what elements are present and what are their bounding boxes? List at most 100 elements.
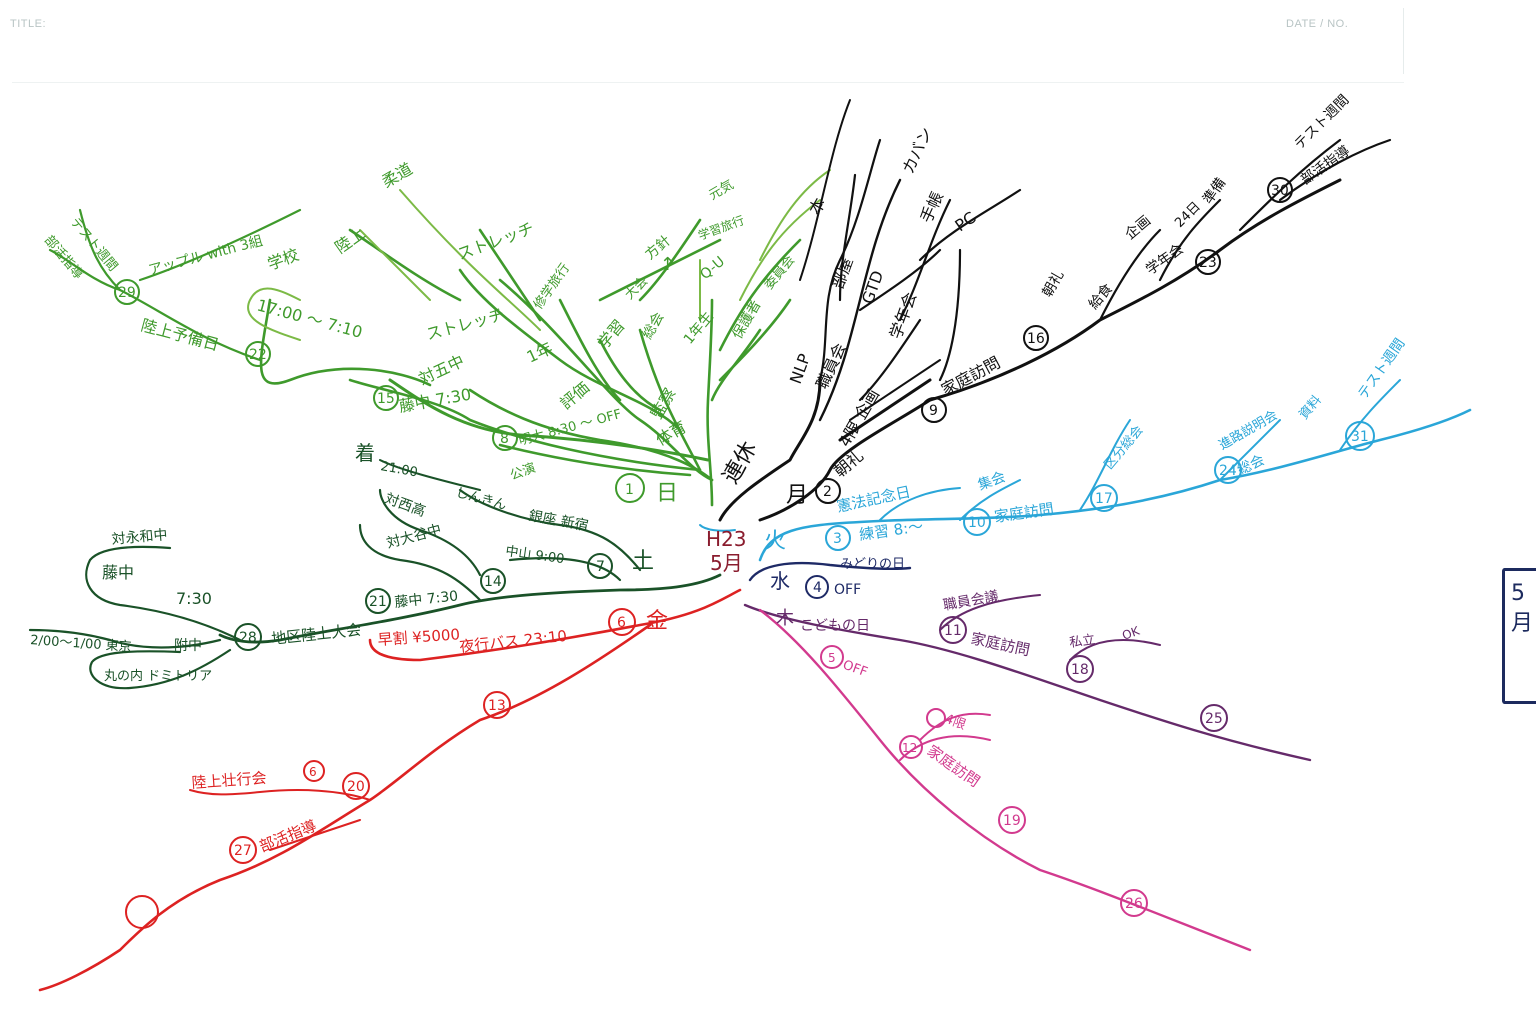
circle-tue-31 xyxy=(1345,421,1375,451)
circle-mon-9 xyxy=(921,397,947,423)
day-sunday: 日 xyxy=(656,481,678,506)
date-circles xyxy=(114,177,1375,929)
mon-techo: 手帳 xyxy=(916,189,947,226)
wed-off: OFF xyxy=(834,582,861,598)
circle-sun-15 xyxy=(373,385,399,411)
num-pink-12: 12 xyxy=(902,741,917,755)
sat-taikakuchu: 対永和中 xyxy=(111,527,168,548)
tuesday-branches xyxy=(758,379,1472,562)
monday-branches xyxy=(718,99,1392,522)
sun-hogosha: 保護者 xyxy=(730,298,765,342)
sunday-branches xyxy=(48,208,802,507)
title-label: TITLE: xyxy=(10,18,47,30)
circle-fri-13 xyxy=(483,691,511,719)
num-fri-27: 27 xyxy=(234,843,252,859)
sun-komon: 部活指導 xyxy=(41,233,86,282)
circle-pink-26 xyxy=(1120,889,1148,917)
num-fri-13: 13 xyxy=(488,698,506,714)
num-fri-6: 6 xyxy=(617,615,626,631)
day-tuesday: 火 xyxy=(764,529,786,554)
sat-ginza: 銀座 新宿 xyxy=(527,507,589,534)
num-sat-14: 14 xyxy=(484,574,502,590)
mon-jumbi: 準備 xyxy=(1200,175,1229,207)
sun-kanshi: 監察 xyxy=(647,385,679,422)
date-label: DATE / NO. xyxy=(1286,18,1349,30)
day-thursday: 木 xyxy=(776,608,794,629)
center-month: 5月 xyxy=(710,551,743,575)
sun-shugaku: 修学旅行 xyxy=(530,261,573,313)
sun-gakushu: 学習 xyxy=(594,316,629,353)
mon-gtd: GTD xyxy=(858,268,887,306)
num-mon-16: 16 xyxy=(1027,331,1045,347)
mon-shokuin: 職員会 xyxy=(812,340,850,392)
circle-sat-7 xyxy=(587,553,613,579)
circle-tue-3 xyxy=(825,525,851,551)
num-sun-1: 1 xyxy=(625,482,634,498)
sat-taisen1: 対西高 xyxy=(383,490,428,520)
mon-n24: 24日 xyxy=(1172,199,1203,230)
num-pink-26: 26 xyxy=(1125,896,1143,912)
circle-fri-empty xyxy=(125,895,159,929)
header-rule xyxy=(12,82,1404,83)
circle-mon-16 xyxy=(1023,325,1049,351)
sat-time730: 7:30 xyxy=(176,589,212,608)
sun-apple: アップル with 3組 xyxy=(147,233,265,279)
saturday-branches xyxy=(28,459,722,690)
pink-branches xyxy=(758,608,1252,952)
circle-fri-rikujo xyxy=(303,760,325,782)
num-pink-19: 19 xyxy=(1003,813,1021,829)
circle-fri-6 xyxy=(608,608,636,636)
circle-thu-18 xyxy=(1066,655,1094,683)
sun-genki: 元気 xyxy=(706,177,737,204)
sun-honyaku: 本 xyxy=(805,195,829,218)
sun-hyoka: 評価 xyxy=(556,378,593,413)
circle-fri-27 xyxy=(229,836,257,864)
num-sun-8: 8 xyxy=(500,431,509,447)
fri-rikujo-hachi: 陸上壮行会 xyxy=(191,769,267,792)
sat-marunouchi: 丸の内 ドミトリア xyxy=(104,668,212,684)
circle-tue-24 xyxy=(1214,456,1242,484)
circle-sun-22 xyxy=(245,341,271,367)
sun-judo: 柔道 xyxy=(379,159,416,191)
num-sun-29: 29 xyxy=(118,285,136,301)
sun-rikujo-yobi: 陸上予備日 xyxy=(139,316,221,355)
header-divider xyxy=(1403,8,1404,74)
num-tue-10: 10 xyxy=(968,515,986,531)
num-mon-9: 9 xyxy=(929,403,938,419)
sun-ichinen: 1年 xyxy=(524,338,556,366)
num-sun-15: 15 xyxy=(377,391,395,407)
sunday-light-branches xyxy=(247,169,831,341)
sat-time2100: 21:00 xyxy=(379,459,419,480)
day-holiday: 連休 xyxy=(719,437,763,488)
month-tab-number: 5 xyxy=(1511,581,1525,606)
day-wednesday: 水 xyxy=(770,569,790,593)
num-sun-22: 22 xyxy=(249,347,267,363)
sat-kyoto: しんきん xyxy=(454,485,508,513)
circle-sat-28 xyxy=(234,623,262,651)
circle-sun-29 xyxy=(114,279,140,305)
num-wed-4: 4 xyxy=(813,580,822,596)
day-friday: 金 xyxy=(646,609,668,634)
mon-gakunen: 学年会 xyxy=(886,290,920,342)
num-mon-23: 23 xyxy=(1199,255,1217,271)
circle-mon-23 xyxy=(1195,249,1221,275)
sat-fujichu: 藤中 xyxy=(102,563,134,582)
sun-taikai: 大会 xyxy=(622,274,651,303)
mon-choukai2: 朝礼 xyxy=(1040,268,1068,300)
sun-soushi: 総会 xyxy=(640,310,668,342)
circle-sat-14 xyxy=(480,568,506,594)
pink-4ryo: 4限 xyxy=(943,712,968,733)
tue-kateihoumon: 家庭訪問 xyxy=(993,500,1055,526)
circle-tue-10 xyxy=(963,508,991,536)
sat-chaku: 着 xyxy=(355,441,375,465)
tue-shiryou: 資料 xyxy=(1297,393,1325,423)
num-tue-17: 17 xyxy=(1095,491,1113,507)
tue-test-week: テスト週間 xyxy=(1355,336,1408,403)
sun-taisen: 対五中 xyxy=(416,351,468,389)
sun-fujichu: 藤中 7:30 xyxy=(397,385,472,416)
num-sat-7: 7 xyxy=(596,559,605,575)
mon-kikaku: 企画 xyxy=(1122,212,1154,243)
num-thu-25: 25 xyxy=(1205,711,1223,727)
num-mon-2: 2 xyxy=(823,484,832,500)
fri-souwari: 早割 ¥5000 xyxy=(377,625,461,649)
